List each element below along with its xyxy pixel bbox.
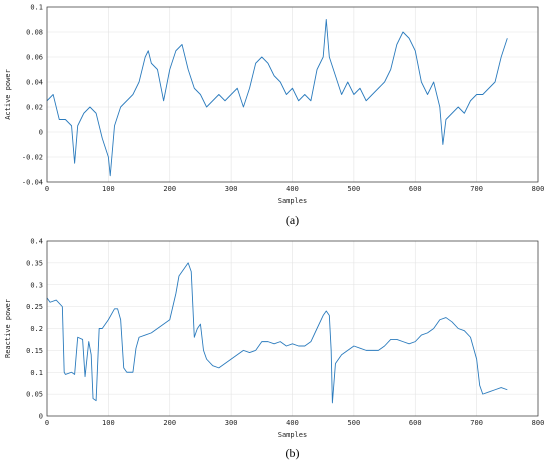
x-tick-label: 800 (532, 419, 545, 427)
x-tick-label: 700 (470, 419, 483, 427)
y-tick-label: 0.1 (30, 369, 43, 377)
y-tick-label: 0 (39, 413, 43, 421)
y-axis-label: Reactive power (4, 299, 12, 358)
x-axis-label: Samples (278, 197, 308, 205)
panel-label-a: (a) (286, 213, 299, 227)
plot-frame (46, 240, 539, 417)
y-tick-label: 0.35 (26, 259, 43, 267)
y-tick-label: 0.25 (26, 303, 43, 311)
chart-panel-a: 0 100 200 300 400 500 600 700 800 -0.04 -0.02 0 0.02… (4, 4, 544, 206)
series-line (46, 19, 508, 177)
chart-panel-b: 0 100 200 300 400 500 600 700 800 0 0.05 0.1 0.15 0.2… (4, 238, 544, 440)
x-tick-label: 400 (286, 185, 299, 193)
x-tick-label: 0 (45, 419, 49, 427)
y-tick-label: 0.2 (30, 325, 43, 333)
y-tick-label: 0.08 (26, 29, 43, 37)
x-tick-label: 200 (163, 419, 176, 427)
y-axis-label: Active power (4, 69, 12, 120)
y-tick-label: 0.04 (26, 79, 43, 87)
x-tick-label: 400 (286, 419, 299, 427)
x-tick-label: 100 (102, 185, 115, 193)
x-tick-label: 500 (348, 185, 361, 193)
y-tick-label: 0.15 (26, 347, 43, 355)
y-tick-label: 0.05 (26, 391, 43, 399)
y-tick-label: 0.1 (30, 4, 43, 12)
plot-frame (46, 6, 539, 183)
y-tick-label: 0.3 (30, 281, 43, 289)
series-line (46, 262, 508, 404)
x-tick-label: 200 (163, 185, 176, 193)
x-axis-label: Samples (278, 431, 308, 439)
panel-label-b: (b) (286, 446, 300, 460)
x-tick-label: 0 (45, 185, 49, 193)
x-tick-label: 100 (102, 419, 115, 427)
y-tick-label: -0.02 (22, 154, 43, 162)
y-tick-label: -0.04 (22, 179, 43, 187)
y-tick-label: 0.02 (26, 104, 43, 112)
x-tick-label: 300 (225, 185, 238, 193)
x-tick-label: 600 (409, 185, 422, 193)
x-tick-label: 800 (532, 185, 545, 193)
y-tick-label: 0.06 (26, 54, 43, 62)
y-tick-label: 0.4 (30, 238, 43, 246)
x-tick-label: 700 (470, 185, 483, 193)
x-tick-label: 300 (225, 419, 238, 427)
y-tick-label: 0 (39, 129, 43, 137)
x-tick-label: 500 (348, 419, 361, 427)
x-tick-label: 600 (409, 419, 422, 427)
